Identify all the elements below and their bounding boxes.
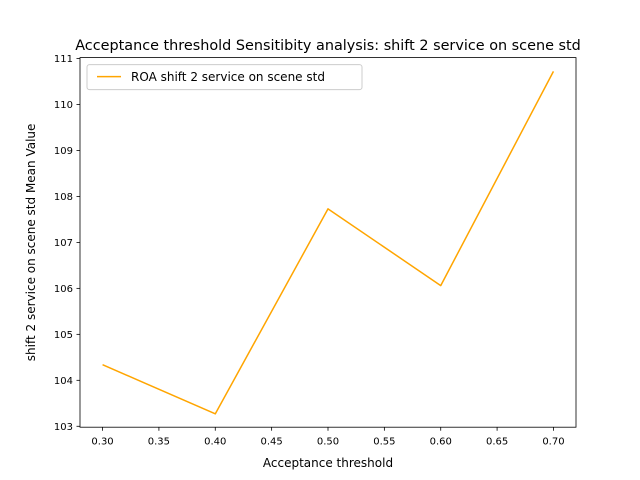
y-tick-label: 104 bbox=[54, 376, 73, 387]
x-tick-label: 0.50 bbox=[317, 437, 339, 448]
x-tick-label: 0.35 bbox=[148, 437, 170, 448]
y-axis-label: shift 2 service on scene std Mean Value bbox=[24, 124, 38, 362]
chart-title: Acceptance threshold Sensitibity analysi… bbox=[75, 38, 581, 54]
x-tick-label: 0.55 bbox=[373, 437, 395, 448]
legend: ROA shift 2 service on scene std bbox=[86, 64, 363, 91]
series-line-0 bbox=[102, 71, 555, 415]
y-tick-label: 108 bbox=[54, 192, 73, 203]
y-tick-label: 111 bbox=[54, 54, 73, 65]
x-tick-label: 0.65 bbox=[486, 437, 508, 448]
y-tick-label: 106 bbox=[54, 284, 73, 295]
x-axis-label: Acceptance threshold bbox=[263, 456, 393, 470]
y-tick-label: 110 bbox=[54, 100, 73, 111]
x-tick-label: 0.70 bbox=[542, 437, 564, 448]
legend-box bbox=[86, 64, 363, 91]
x-tick-label: 0.40 bbox=[204, 437, 226, 448]
y-tick-label: 109 bbox=[54, 146, 73, 157]
x-axis-ticks: 0.30 0.35 0.40 0.45 0.50 0.55 0.60 0.65 0.70 bbox=[91, 427, 565, 448]
plot-frame bbox=[79, 57, 577, 428]
y-tick-label: 107 bbox=[54, 238, 73, 249]
y-tick-label: 103 bbox=[54, 422, 73, 433]
y-tick-label: 105 bbox=[54, 330, 73, 341]
x-tick-label: 0.60 bbox=[430, 437, 452, 448]
series-layer bbox=[102, 71, 555, 415]
y-axis-ticks: 103 104 105 106 107 108 109 110 111 bbox=[54, 54, 80, 433]
legend-label: ROA shift 2 service on scene std bbox=[131, 70, 325, 84]
x-tick-label: 0.45 bbox=[261, 437, 283, 448]
x-tick-label: 0.30 bbox=[91, 437, 113, 448]
